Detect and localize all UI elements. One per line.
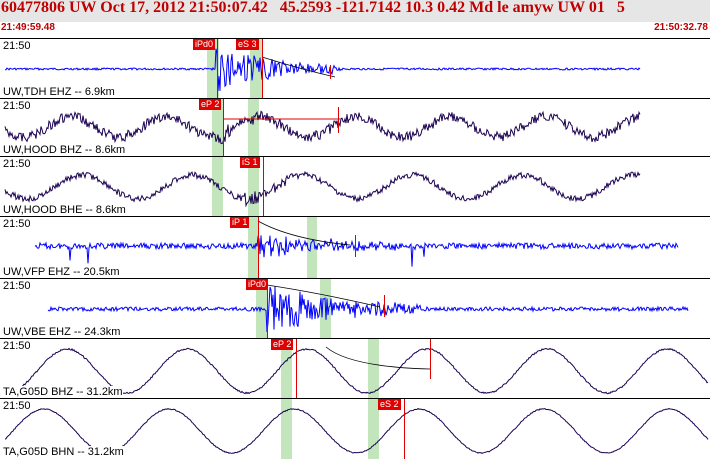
waveform xyxy=(4,170,641,208)
coda-decay-curve xyxy=(257,220,351,246)
s-pick-window xyxy=(307,217,317,279)
waveform-trace xyxy=(47,286,689,333)
pick-label[interactable]: eS 3 xyxy=(236,39,259,50)
trace-panel-vbe-ehz[interactable]: iPd0 21:50 UW,VBE EHZ -- 24.3km xyxy=(0,278,710,339)
coda-decay-curve xyxy=(261,56,336,78)
window-end-time: 21:50:32.78 xyxy=(654,22,708,33)
pick-marker-line[interactable] xyxy=(296,339,297,399)
s-pick-window xyxy=(368,339,379,399)
s-pick-window xyxy=(368,399,379,459)
panel-time-label: 21:50 xyxy=(3,280,31,292)
coda-end-marker[interactable] xyxy=(384,295,385,317)
coda-decay-curve xyxy=(266,284,381,308)
seismogram-plot-area[interactable]: iPd0 eS 3 21:50 UW,TDH EHZ -- 6.9km eP 2… xyxy=(0,34,710,459)
trace-panel-vfp-ehz[interactable]: iP 1 21:50 UW,VFP EHZ -- 20.5km xyxy=(0,216,710,279)
pick-marker-line[interactable] xyxy=(223,99,224,157)
coda-end-marker[interactable] xyxy=(338,107,339,133)
window-start-time: 21:49:59.48 xyxy=(1,22,55,33)
pick-marker-line[interactable] xyxy=(262,39,263,99)
pick-label[interactable]: eS 2 xyxy=(378,399,401,410)
pick-label[interactable]: eP 2 xyxy=(199,99,222,110)
coda-end-marker[interactable] xyxy=(355,235,356,257)
pick-marker-line[interactable] xyxy=(263,157,264,217)
trace-panel-hood-bhz[interactable]: eP 2 21:50 UW,HOOD BHZ -- 8.6km xyxy=(0,98,710,157)
station-channel-label: UW,HOOD BHZ -- 8.6km xyxy=(3,144,126,156)
trace-panel-hood-bhe[interactable]: iS 1 21:50 UW,HOOD BHE -- 8.6km xyxy=(0,156,710,217)
panel-time-label: 21:50 xyxy=(3,218,31,230)
pick-label[interactable]: iP 1 xyxy=(230,217,250,228)
waveform-trace xyxy=(5,48,641,91)
station-channel-label: TA,G05D BHN -- 31.2km xyxy=(3,446,124,458)
trace-panel-g05d-bhz[interactable]: eP 2 21:50 TA,G05D BHZ -- 31.2km xyxy=(0,338,710,399)
coda-end-marker[interactable] xyxy=(330,65,331,79)
pick-marker-line[interactable] xyxy=(258,217,259,279)
station-channel-label: UW,HOOD BHE -- 8.6km xyxy=(3,204,126,216)
station-channel-label: TA,G05D BHZ -- 31.2km xyxy=(3,386,123,398)
panel-time-label: 21:50 xyxy=(3,340,31,352)
pick-marker-line[interactable] xyxy=(217,39,218,99)
waveform xyxy=(47,284,689,333)
event-header: 60477806 UW Oct 17, 2012 21:50:07.42 45.… xyxy=(0,0,710,22)
p-pick-window xyxy=(212,99,223,157)
waveform-trace xyxy=(4,170,641,208)
pick-label[interactable]: eP 2 xyxy=(271,339,294,350)
waveform xyxy=(34,220,679,267)
station-channel-label: UW,TDH EHZ -- 6.9km xyxy=(3,86,115,98)
trace-panel-g05d-bhn[interactable]: eS 2 21:50 TA,G05D BHN -- 31.2km xyxy=(0,398,710,459)
panel-time-label: 21:50 xyxy=(3,100,31,112)
waveform-trace xyxy=(4,110,641,145)
panel-time-label: 21:50 xyxy=(3,400,31,412)
s-pick-window xyxy=(248,99,259,157)
pick-label[interactable]: iPd0 xyxy=(246,279,269,290)
station-channel-label: UW,VBE EHZ -- 24.3km xyxy=(3,326,121,338)
pick-label[interactable]: iPd0 xyxy=(193,39,216,50)
waveform xyxy=(5,48,641,91)
station-channel-label: UW,VFP EHZ -- 20.5km xyxy=(3,266,120,278)
pick-marker-line[interactable] xyxy=(267,279,268,339)
waveform xyxy=(4,110,641,145)
s-pick-window xyxy=(248,157,259,217)
panel-time-label: 21:50 xyxy=(3,158,31,170)
s-pick-window xyxy=(250,39,262,99)
p-pick-window xyxy=(281,399,292,459)
event-summary: 60477806 UW Oct 17, 2012 21:50:07.42 45.… xyxy=(1,0,625,16)
panel-time-label: 21:50 xyxy=(3,40,31,52)
coda-decay-curve xyxy=(325,346,431,370)
pick-label[interactable]: iS 1 xyxy=(240,157,260,168)
pick-marker-line[interactable] xyxy=(404,399,405,459)
trace-panel-tdh-ehz[interactable]: iPd0 eS 3 21:50 UW,TDH EHZ -- 6.9km xyxy=(0,38,710,99)
p-pick-window xyxy=(281,339,292,399)
waveform-trace xyxy=(34,235,679,267)
coda-end-marker[interactable] xyxy=(430,339,431,379)
